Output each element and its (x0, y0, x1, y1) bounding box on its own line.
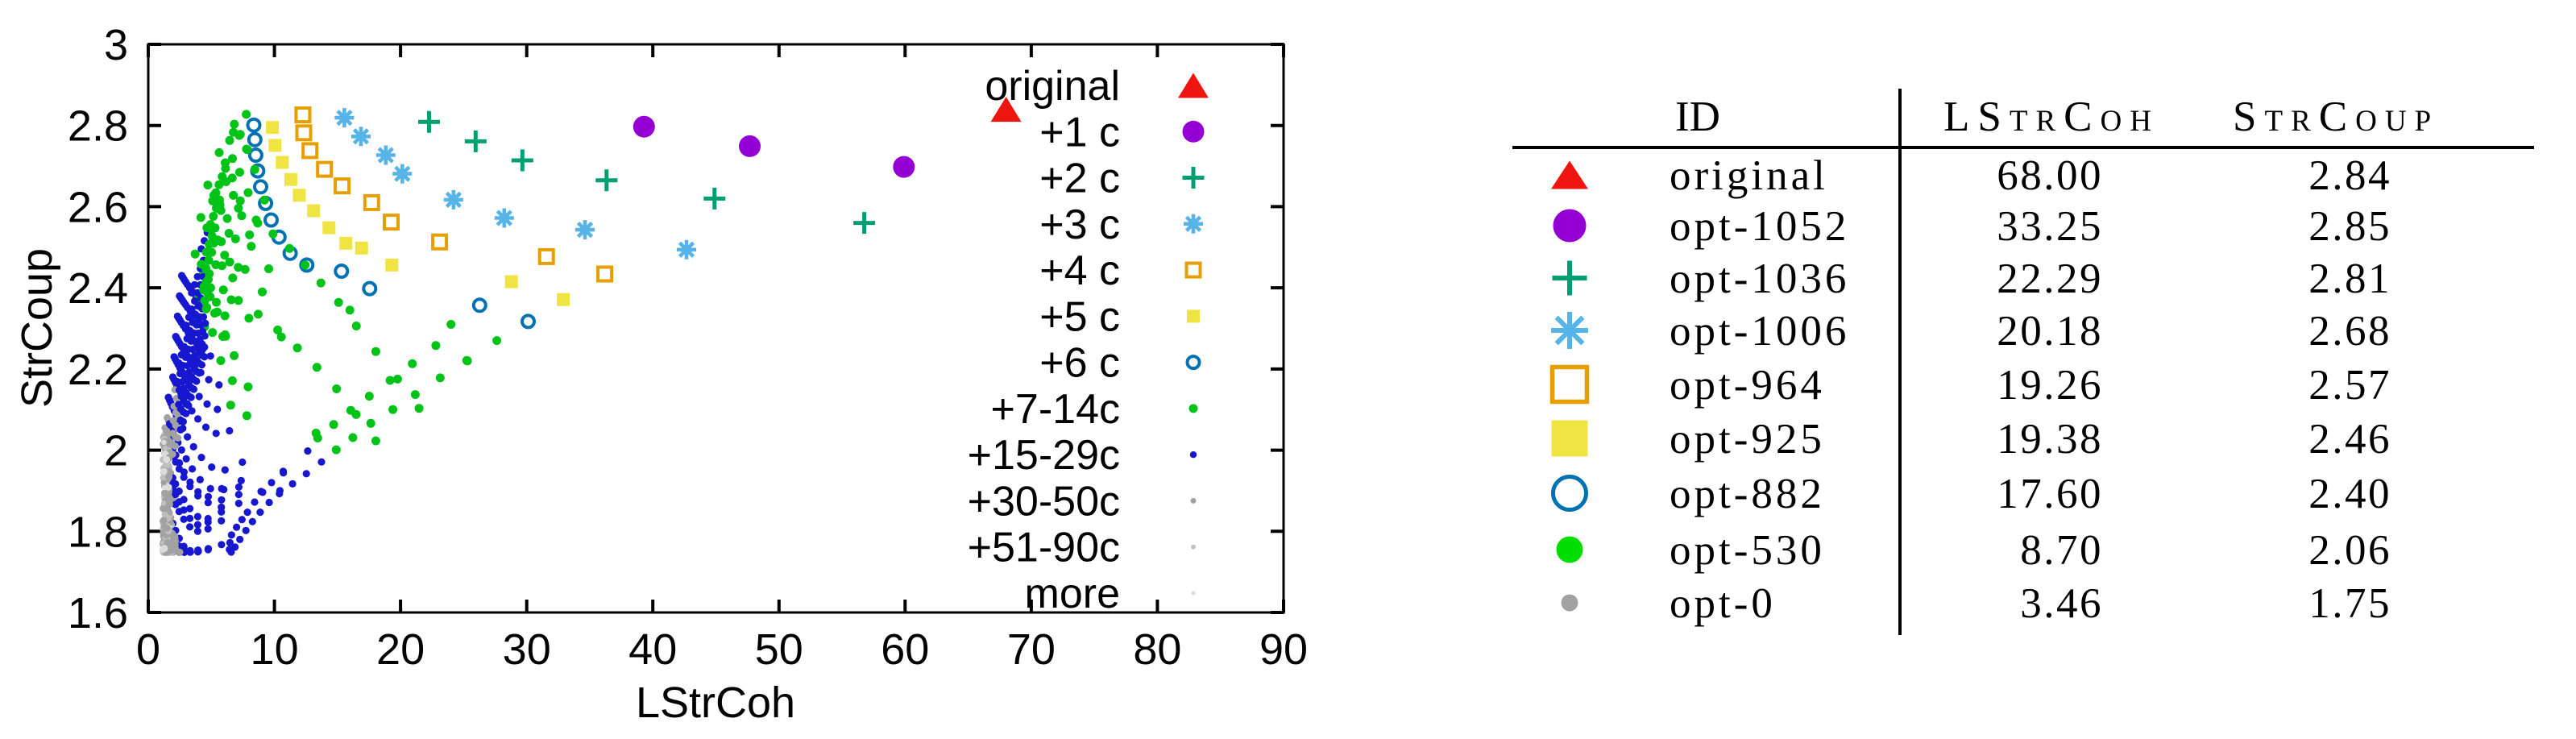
svg-text:ID: ID (1675, 93, 1720, 140)
svg-text:LStrCoh: LStrCoh (1943, 93, 2159, 140)
svg-text:40: 40 (628, 625, 677, 674)
svg-text:2: 2 (104, 427, 128, 475)
svg-text:opt-1006: opt-1006 (1670, 308, 1849, 355)
svg-text:90: 90 (1259, 625, 1308, 674)
svg-text:+3 c: +3 c (1039, 201, 1120, 248)
svg-text:2.84: 2.84 (2308, 152, 2391, 199)
svg-text:2.06: 2.06 (2308, 527, 2391, 574)
svg-text:33.25: 33.25 (1997, 203, 2103, 250)
svg-text:opt-0: opt-0 (1670, 580, 1776, 627)
svg-text:70: 70 (1007, 625, 1056, 674)
svg-text:opt-530: opt-530 (1670, 527, 1825, 574)
svg-text:60: 60 (881, 625, 929, 674)
svg-text:10: 10 (251, 625, 299, 674)
svg-text:2.57: 2.57 (2308, 362, 2391, 409)
svg-text:opt-925: opt-925 (1670, 416, 1825, 463)
svg-text:+51-90c: +51-90c (968, 525, 1120, 571)
svg-text:+30-50c: +30-50c (968, 478, 1120, 525)
svg-text:17.60: 17.60 (1997, 471, 2103, 517)
svg-text:3.46: 3.46 (2020, 580, 2103, 627)
svg-text:opt-1036: opt-1036 (1670, 255, 1849, 302)
svg-text:+4 c: +4 c (1039, 247, 1120, 294)
svg-text:1.75: 1.75 (2308, 580, 2391, 627)
svg-text:+2 c: +2 c (1039, 156, 1120, 202)
svg-text:8.70: 8.70 (2020, 527, 2103, 574)
svg-text:50: 50 (755, 625, 803, 674)
svg-text:30: 30 (503, 625, 551, 674)
svg-text:1.6: 1.6 (68, 589, 128, 637)
svg-text:22.29: 22.29 (1997, 255, 2103, 302)
svg-text:+7-14c: +7-14c (991, 386, 1120, 433)
svg-text:+6 c: +6 c (1039, 340, 1120, 387)
svg-text:opt-1052: opt-1052 (1670, 203, 1849, 250)
svg-text:0: 0 (136, 625, 160, 674)
svg-text:2.6: 2.6 (68, 183, 128, 231)
svg-text:2.85: 2.85 (2308, 203, 2391, 250)
svg-text:original: original (1670, 152, 1828, 199)
svg-text:+15-29c: +15-29c (968, 432, 1120, 479)
svg-text:20: 20 (376, 625, 425, 674)
svg-text:+5 c: +5 c (1039, 293, 1120, 340)
svg-text:LStrCoh: LStrCoh (636, 679, 795, 727)
svg-text:2.40: 2.40 (2308, 471, 2391, 517)
svg-text:2.2: 2.2 (68, 346, 128, 394)
svg-text:3: 3 (104, 21, 128, 69)
svg-text:1.8: 1.8 (68, 508, 128, 556)
svg-text:2.4: 2.4 (68, 264, 128, 313)
svg-text:opt-882: opt-882 (1670, 471, 1825, 517)
svg-text:+1 c: +1 c (1039, 109, 1120, 156)
svg-text:2.46: 2.46 (2308, 416, 2391, 463)
svg-text:80: 80 (1133, 625, 1181, 674)
svg-text:68.00: 68.00 (1997, 152, 2103, 199)
svg-text:more: more (1025, 571, 1120, 617)
svg-text:2.81: 2.81 (2308, 255, 2391, 302)
svg-text:opt-964: opt-964 (1670, 362, 1825, 409)
svg-text:20.18: 20.18 (1997, 308, 2103, 355)
svg-text:StrCoup: StrCoup (13, 248, 61, 408)
svg-text:19.26: 19.26 (1997, 362, 2103, 409)
svg-text:19.38: 19.38 (1997, 416, 2103, 463)
svg-text:2.68: 2.68 (2308, 308, 2391, 355)
svg-text:2.8: 2.8 (68, 102, 128, 151)
svg-text:StrCoup: StrCoup (2233, 93, 2439, 140)
